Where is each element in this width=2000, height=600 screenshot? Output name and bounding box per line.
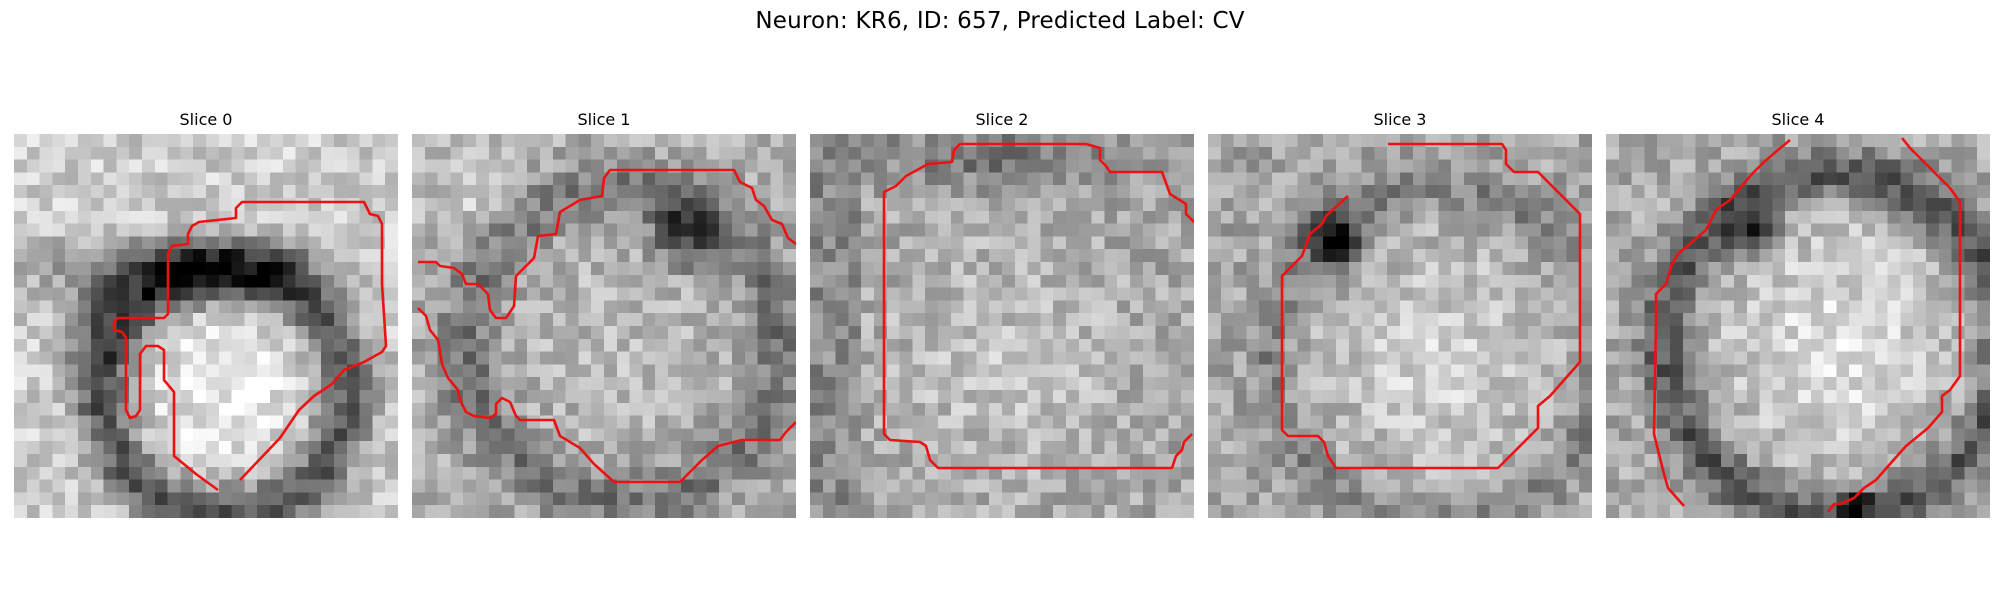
slice-panel-4: Slice 4	[1606, 108, 1990, 518]
segmentation-contour-3	[1280, 142, 1582, 470]
slice-image-4	[1606, 134, 1990, 518]
segmentation-contour-4	[1652, 137, 1962, 513]
segmentation-contour-0	[112, 200, 388, 492]
slice-title-3: Slice 3	[1373, 110, 1427, 129]
microscopy-image-0	[14, 134, 398, 518]
slice-title-1: Slice 1	[577, 110, 631, 129]
slice-image-2	[810, 134, 1194, 518]
slice-title-2: Slice 2	[975, 110, 1029, 129]
microscopy-image-2	[810, 134, 1194, 518]
microscopy-image-4	[1606, 134, 1990, 518]
slice-title-4: Slice 4	[1771, 110, 1825, 129]
slice-title-0: Slice 0	[179, 110, 233, 129]
slice-panel-0: Slice 0	[14, 108, 398, 518]
slice-panel-1: Slice 1	[412, 108, 796, 518]
microscopy-image-3	[1208, 134, 1592, 518]
slice-image-3	[1208, 134, 1592, 518]
segmentation-contour-2	[882, 142, 1194, 470]
figure-title: Neuron: KR6, ID: 657, Predicted Label: C…	[755, 8, 1245, 34]
segmentation-contour-1	[417, 168, 796, 484]
slice-image-1	[412, 134, 796, 518]
slice-panel-3: Slice 3	[1208, 108, 1592, 518]
slice-image-0	[14, 134, 398, 518]
slice-panel-2: Slice 2	[810, 108, 1194, 518]
microscopy-image-1	[412, 134, 796, 518]
